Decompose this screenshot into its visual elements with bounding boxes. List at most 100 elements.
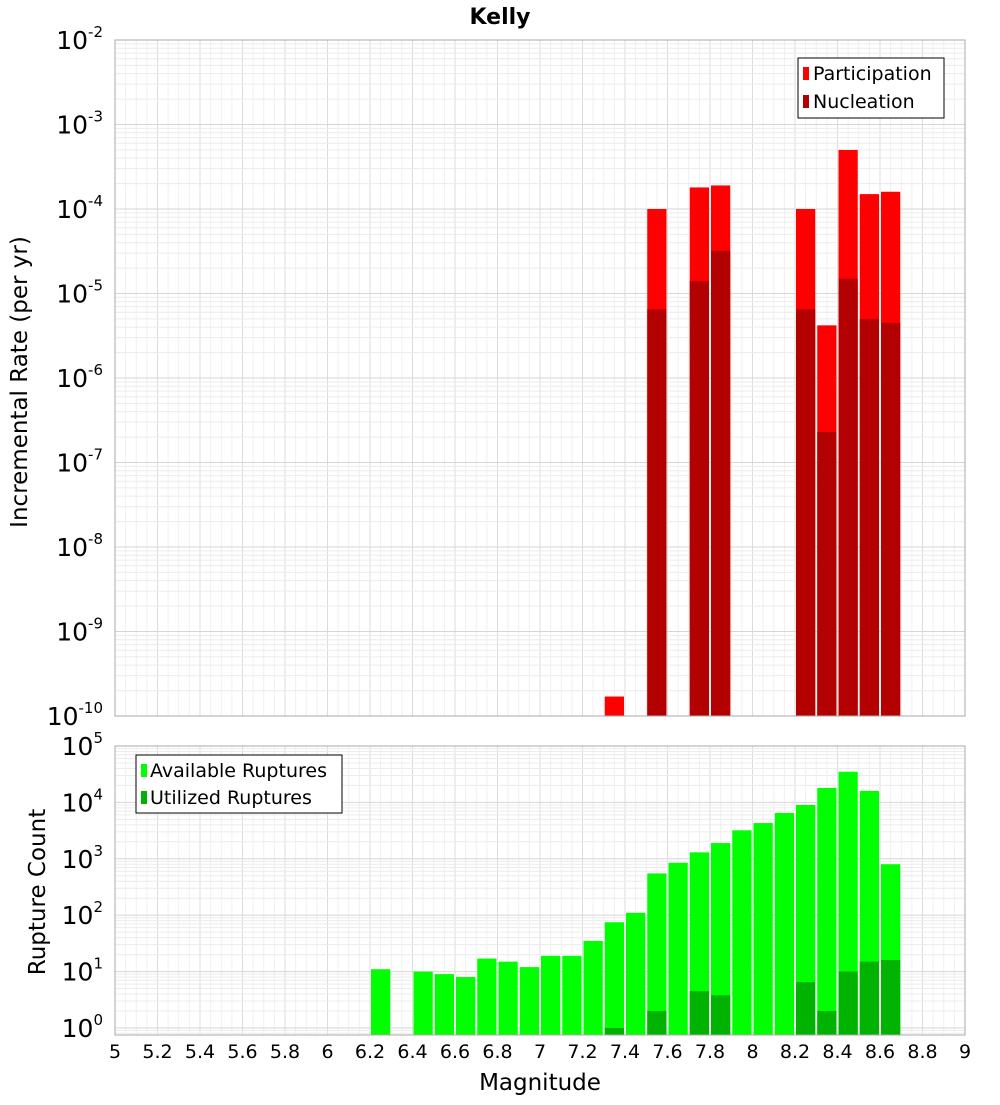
bar-secondary xyxy=(838,278,858,716)
bar-primary xyxy=(753,823,773,1035)
legend-label-participation: Participation xyxy=(813,63,932,85)
bar-primary xyxy=(604,696,624,716)
bar-primary xyxy=(434,974,454,1035)
x-tick-label: 5.6 xyxy=(227,1041,257,1063)
bar-secondary xyxy=(711,995,731,1035)
x-tick-label: 8 xyxy=(746,1041,758,1063)
bar-primary xyxy=(519,967,539,1035)
bottom-y-tick-label: 105 xyxy=(62,729,103,761)
x-tick-label: 6.6 xyxy=(440,1041,470,1063)
top-y-tick-label: 10-2 xyxy=(56,23,103,55)
bar-primary xyxy=(668,862,688,1035)
top-y-axis-label: Incremental Rate (per yr) xyxy=(7,236,33,528)
top-y-ticks: 10-10 10-9 10-8 10-7 10-6 10-5 10-4 10-3 10-2 xyxy=(47,23,103,731)
x-tick-label: 6.2 xyxy=(355,1041,385,1063)
bar-secondary xyxy=(838,971,858,1035)
top-y-tick-label: 10-7 xyxy=(56,446,103,478)
x-axis-label: Magnitude xyxy=(479,1070,601,1096)
bottom-y-tick-label: 103 xyxy=(62,842,103,874)
legend-label-available: Available Ruptures xyxy=(150,760,327,782)
top-y-tick-label: 10-8 xyxy=(56,530,103,562)
legend-label-utilized: Utilized Ruptures xyxy=(150,787,312,809)
bottom-bars xyxy=(371,771,901,1035)
bottom-y-axis-label: Rupture Count xyxy=(25,809,51,975)
x-tick-label: 5 xyxy=(109,1041,121,1063)
top-plot-frame xyxy=(114,39,966,717)
bottom-y-tick-label: 102 xyxy=(62,898,103,930)
legend-swatch-utilized xyxy=(141,791,147,804)
bar-primary xyxy=(477,958,497,1035)
bar-primary xyxy=(774,812,794,1035)
legend-swatch-nucleation xyxy=(803,95,809,108)
bar-secondary xyxy=(796,982,816,1035)
bottom-legend: Available Ruptures Utilized Ruptures xyxy=(135,754,343,814)
bar-secondary xyxy=(647,1010,667,1035)
bar-primary xyxy=(838,771,858,1035)
bar-secondary xyxy=(604,1027,624,1035)
x-tick-label: 7.6 xyxy=(652,1041,682,1063)
x-tick-label: 6.8 xyxy=(482,1041,512,1063)
x-tick-label: 5.8 xyxy=(270,1041,300,1063)
legend-swatch-participation xyxy=(803,67,809,80)
bar-secondary xyxy=(711,250,731,716)
bar-secondary xyxy=(859,318,879,716)
x-tick-label: 8.4 xyxy=(822,1041,852,1063)
legend-swatch-available xyxy=(141,764,147,777)
bar-primary xyxy=(583,940,603,1035)
x-tick-label: 7.4 xyxy=(610,1041,640,1063)
bar-primary xyxy=(817,787,837,1035)
bar-secondary xyxy=(881,960,901,1035)
bar-primary xyxy=(562,955,582,1035)
top-y-tick-label: 10-9 xyxy=(56,615,103,647)
bar-primary xyxy=(371,969,391,1035)
bar-primary xyxy=(626,912,646,1035)
x-tick-label: 5.4 xyxy=(185,1041,215,1063)
bottom-y-tick-label: 101 xyxy=(62,955,103,987)
x-tick-label: 9 xyxy=(959,1041,971,1063)
x-tick-label: 5.2 xyxy=(142,1041,172,1063)
chart-title: Kelly xyxy=(469,5,530,30)
bar-primary xyxy=(689,852,709,1035)
top-legend-box xyxy=(797,57,945,119)
bar-secondary xyxy=(881,322,901,716)
bottom-y-tick-label: 100 xyxy=(62,1011,103,1043)
bottom-y-ticks: 100 101 102 103 104 105 xyxy=(62,729,103,1043)
bar-secondary xyxy=(647,309,667,716)
bar-primary xyxy=(732,830,752,1035)
x-tick-label: 6.4 xyxy=(397,1041,427,1063)
top-y-tick-label: 10-6 xyxy=(56,361,103,393)
x-tick-label: 6 xyxy=(321,1041,333,1063)
bar-secondary xyxy=(859,961,879,1035)
top-bars xyxy=(604,149,901,717)
bar-primary xyxy=(456,977,476,1035)
bottom-legend-box xyxy=(135,754,343,814)
x-tick-label: 8.2 xyxy=(780,1041,810,1063)
top-y-tick-label: 10-4 xyxy=(56,192,103,224)
top-y-tick-label: 10-3 xyxy=(56,108,103,140)
legend-label-nucleation: Nucleation xyxy=(813,91,915,113)
bar-primary xyxy=(604,922,624,1035)
bottom-plot-frame xyxy=(114,745,966,1036)
top-y-tick-label: 10-5 xyxy=(56,277,103,309)
bar-secondary xyxy=(796,309,816,716)
x-tick-label: 8.6 xyxy=(865,1041,895,1063)
top-y-tick-label: 10-10 xyxy=(47,699,103,731)
bar-primary xyxy=(796,804,816,1035)
x-tick-label: 7.2 xyxy=(567,1041,597,1063)
bar-primary xyxy=(647,873,667,1035)
x-tick-label: 8.8 xyxy=(907,1041,937,1063)
bottom-y-tick-label: 104 xyxy=(62,785,103,817)
bar-primary xyxy=(541,955,561,1035)
bar-primary xyxy=(413,971,433,1035)
bar-primary xyxy=(711,843,731,1035)
bar-primary xyxy=(498,961,518,1035)
bar-secondary xyxy=(817,1010,837,1035)
x-tick-label: 7.8 xyxy=(695,1041,725,1063)
top-grid xyxy=(114,39,966,717)
top-legend: Participation Nucleation xyxy=(797,57,945,119)
bar-secondary xyxy=(689,991,709,1035)
x-ticks: 5 5.2 5.4 5.6 5.8 6 6.2 6.4 6.6 6.8 7 7.2 7.4 7.6 7.8 8… xyxy=(109,1041,971,1063)
bar-secondary xyxy=(689,281,709,716)
bar-secondary xyxy=(817,431,837,716)
